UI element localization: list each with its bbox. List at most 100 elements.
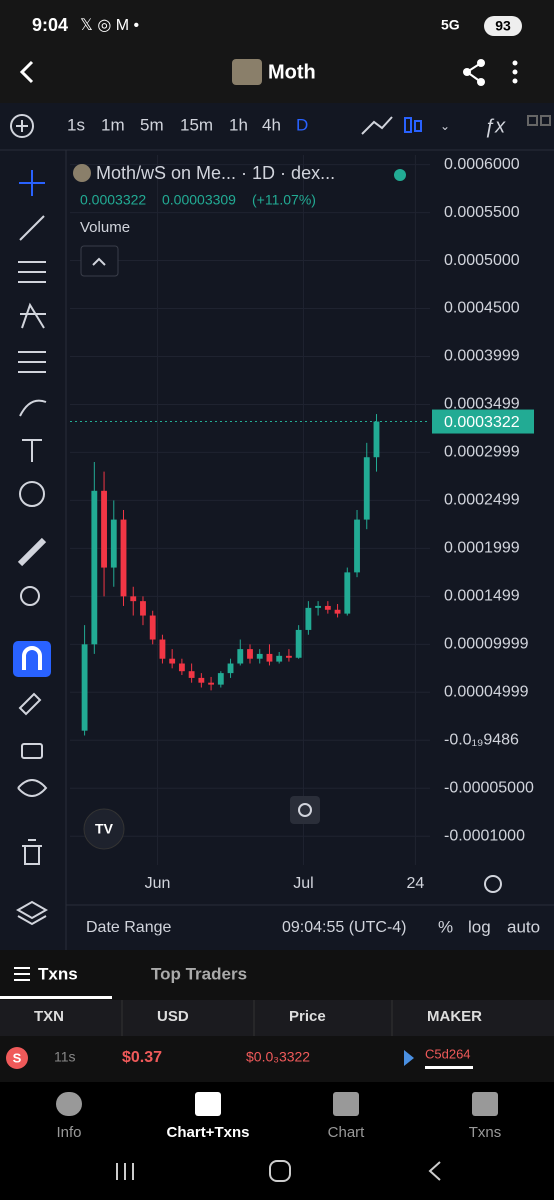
nav-label[interactable]: Chart+Txns — [167, 1124, 250, 1141]
maker-bar — [425, 1066, 473, 1069]
timeframe[interactable]: 15m — [180, 115, 213, 134]
maker-icon — [404, 1050, 414, 1066]
candle-body — [217, 673, 224, 685]
collapse-icon — [92, 257, 106, 266]
nav-icon[interactable] — [56, 1092, 82, 1116]
y-tick-label: 0.0006000 — [444, 156, 520, 173]
drawing-tools[interactable] — [13, 170, 51, 926]
tab-bar — [0, 950, 554, 1000]
y-tick-label: 0.0004500 — [444, 300, 520, 317]
side-badge — [6, 1047, 28, 1069]
line-type[interactable] — [361, 116, 393, 135]
candle-body — [247, 649, 253, 659]
last-price-badge — [432, 409, 534, 434]
timeframe[interactable]: 4h — [262, 115, 281, 134]
x-tick-label: Jun — [145, 875, 171, 892]
nav-icon[interactable] — [472, 1092, 498, 1116]
tab-txns[interactable]: Txns — [38, 964, 78, 983]
battery-level: 93 — [495, 18, 511, 34]
reset-icon — [298, 803, 312, 817]
timeframe[interactable]: 1m — [101, 115, 125, 134]
candle-body — [373, 421, 380, 458]
layout[interactable] — [540, 115, 551, 126]
legend-volume: Volume — [80, 219, 130, 236]
recent-apps[interactable] — [116, 1163, 134, 1180]
column-header[interactable]: TXN — [34, 1008, 64, 1025]
x-tick-label: 24 — [407, 875, 425, 892]
maker[interactable]: C5d264 — [425, 1046, 471, 1061]
txns-icon — [14, 967, 30, 981]
indicators[interactable]: ƒx — [484, 115, 506, 137]
time: 9:04 — [32, 15, 68, 35]
legend-change: 0.00003309 — [162, 192, 236, 208]
y-tick-label: 0.0001499 — [444, 588, 520, 605]
legend-price: 0.0003322 — [80, 192, 146, 208]
live-dot — [394, 169, 406, 181]
status-icons: 𝕏 ◎ M • — [80, 17, 139, 34]
clock: 09:04:55 (UTC-4) — [282, 919, 407, 936]
tab-indicator — [0, 996, 112, 999]
column-header[interactable]: MAKER — [427, 1008, 482, 1025]
nav-icon[interactable] — [333, 1092, 359, 1116]
layout[interactable] — [527, 115, 538, 126]
date-range[interactable]: Date Range — [86, 919, 171, 936]
home[interactable] — [269, 1160, 291, 1182]
menu-button[interactable] — [512, 60, 518, 84]
nav-label[interactable]: Info — [56, 1124, 81, 1141]
reset-button[interactable] — [290, 796, 320, 824]
candle-type[interactable] — [404, 117, 422, 133]
y-tick-label: 0.0003499 — [444, 396, 520, 413]
y-tick-label: -0.00005000 — [444, 779, 534, 796]
tv-logo-text: TV — [95, 821, 114, 837]
back[interactable] — [428, 1161, 441, 1181]
percent-toggle[interactable]: % — [438, 917, 453, 936]
column-header[interactable]: Price — [289, 1008, 326, 1025]
timeframe[interactable]: 1h — [229, 115, 248, 134]
candle-body — [295, 629, 302, 658]
table-row — [0, 1036, 554, 1082]
token-icon — [232, 59, 262, 85]
log-toggle[interactable]: log — [468, 917, 491, 936]
top-bar — [0, 0, 554, 103]
timeframe[interactable]: 5m — [140, 115, 164, 134]
dropdown[interactable]: ⌄ — [440, 119, 450, 133]
y-tick-label: -0.0001000 — [444, 827, 525, 844]
y-tick-label: 0.0001999 — [444, 540, 520, 557]
candle-body — [256, 653, 263, 659]
legend-icon — [73, 164, 91, 182]
price: $0.0₃3322 — [246, 1049, 310, 1065]
settings-button[interactable] — [484, 875, 502, 893]
y-tick-label: 0.0005500 — [444, 204, 520, 221]
share-button[interactable] — [463, 59, 485, 86]
candle-body — [324, 605, 331, 610]
legend-symbol: Moth/wS on Me... · 1D · dex... — [96, 163, 335, 183]
add-icon — [16, 120, 28, 132]
candle-body — [188, 671, 195, 678]
candle-body — [91, 490, 98, 645]
y-tick-label: 0.00004999 — [444, 684, 529, 701]
bottom-nav — [0, 1082, 554, 1200]
timeframe[interactable]: 1s — [67, 115, 85, 134]
timeframe[interactable]: D — [296, 115, 308, 134]
candle-body — [344, 572, 351, 614]
column-header[interactable]: USD — [157, 1008, 189, 1025]
candle-body — [149, 615, 156, 640]
candle-body — [198, 677, 205, 683]
candle-body — [208, 682, 214, 685]
y-tick-label: -0.0₁₉9486 — [444, 731, 519, 748]
tab-top-traders[interactable]: Top Traders — [151, 964, 247, 983]
add-button[interactable] — [10, 114, 34, 138]
nav-label[interactable]: Txns — [469, 1124, 502, 1141]
auto-toggle[interactable]: auto — [507, 917, 540, 936]
last-price-label: 0.0003322 — [444, 414, 520, 431]
collapse-button[interactable] — [80, 245, 119, 277]
nav-icon[interactable] — [195, 1092, 221, 1116]
nav-label[interactable]: Chart — [328, 1124, 366, 1141]
table-header — [0, 1000, 554, 1036]
back-button[interactable] — [19, 60, 34, 84]
candle-body — [120, 519, 127, 597]
candle-body — [354, 519, 360, 573]
age: 11s — [54, 1049, 76, 1065]
